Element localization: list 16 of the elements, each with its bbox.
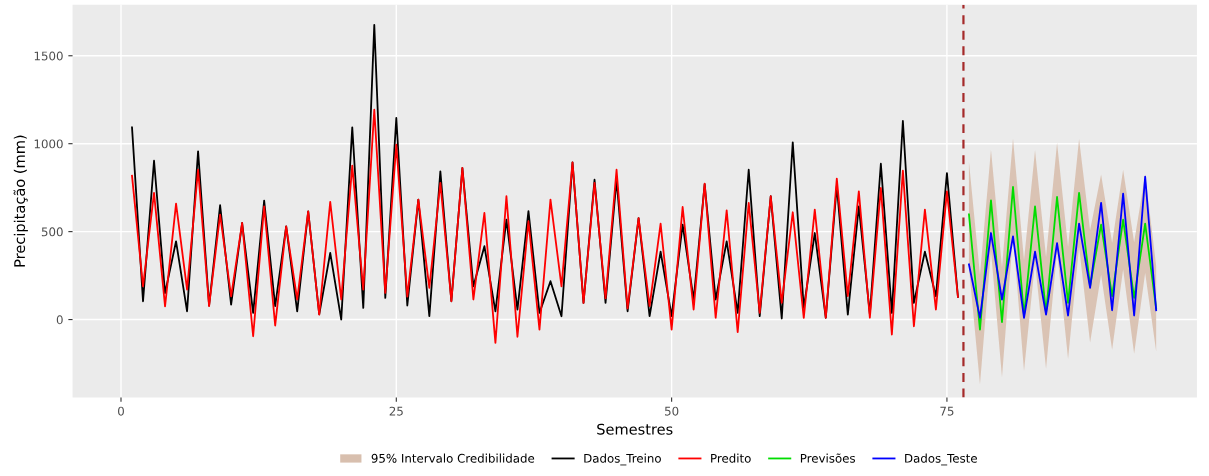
line-series xyxy=(131,108,959,344)
x-tick-label: 75 xyxy=(940,406,954,416)
x-tick-label: 25 xyxy=(389,406,403,416)
legend-label: Previsões xyxy=(800,453,856,463)
y-tick-label: 1500 xyxy=(34,51,63,61)
legend-label: Dados_Teste xyxy=(905,453,977,466)
x-tick-label: 50 xyxy=(665,406,679,416)
text: 95% Intervalo Credibilidade xyxy=(371,453,535,463)
y-tick-label: 500 xyxy=(41,227,63,237)
y-tick-label: 0 xyxy=(56,315,63,325)
y-tick-label: 1000 xyxy=(34,139,63,149)
legend-label: Dados_Treino xyxy=(584,453,661,466)
x-tick-label: 0 xyxy=(118,406,124,416)
x-axis-title: Semestres xyxy=(597,423,673,435)
legend-label: Predito xyxy=(711,453,751,463)
y-axis-title: Precipitação (mm) xyxy=(13,135,28,267)
